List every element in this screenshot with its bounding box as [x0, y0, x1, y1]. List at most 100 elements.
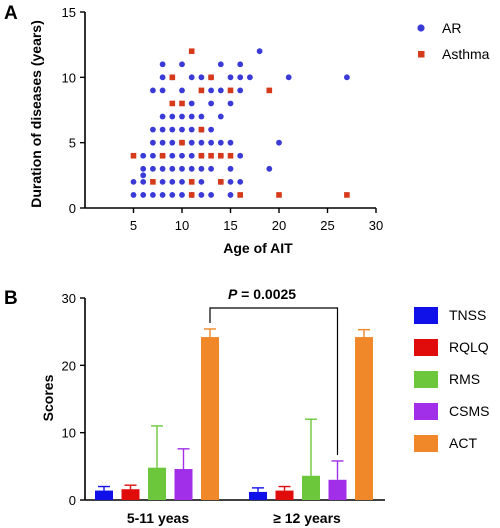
scatter-point-ar — [150, 152, 156, 159]
scatter-point-ar — [208, 126, 215, 133]
panel-b-y-tick-label: 20 — [62, 358, 76, 373]
scatter-point-ar — [227, 139, 234, 146]
scatter-point-ar — [227, 74, 234, 81]
panel-a-ticks: 5 10 15 20 25 30 0 5 10 15 — [62, 5, 384, 233]
panel-b-y-tick-label: 0 — [69, 493, 76, 508]
bar-rms — [302, 475, 320, 500]
panel-b-ticks: 0 10 20 30 — [62, 291, 85, 508]
scatter-point-ar — [227, 178, 234, 185]
legend-swatch-act — [414, 435, 438, 452]
legend-item-asthma: Asthma — [418, 46, 490, 62]
scatter-point-ar — [150, 139, 156, 146]
scatter-point-asthma — [198, 87, 205, 94]
panel-b-legend: TNSS RQLQ RMS CSMS ACT — [414, 307, 489, 452]
scatter-point-ar — [179, 152, 185, 159]
scatter-point-ar — [179, 165, 185, 172]
legend-item-rms: RMS — [414, 371, 480, 388]
scatter-point-asthma — [188, 192, 195, 198]
scatter-point-asthma — [159, 152, 166, 159]
scatter-point-ar — [159, 113, 166, 120]
panel-a-x-tick-label: 5 — [130, 218, 137, 233]
bar-tnss — [249, 491, 267, 500]
scatter-point-ar — [169, 178, 176, 185]
scatter-point-asthma — [208, 152, 214, 159]
p-value-text: = 0.0025 — [237, 286, 296, 302]
scatter-point-ar — [237, 74, 244, 81]
scatter-point-ar — [140, 165, 147, 172]
bar-rqlq — [275, 490, 294, 500]
scatter-point-ar — [217, 139, 224, 146]
scatter-point-asthma — [237, 192, 243, 198]
scatter-point-ar — [169, 165, 176, 172]
scatter-point-ar — [169, 152, 176, 159]
bar-csms — [174, 469, 193, 500]
scatter-point-ar — [140, 178, 147, 185]
p-value-label: P = 0.0025 — [228, 286, 296, 302]
scatter-point-ar — [208, 165, 215, 172]
significance-bracket-line — [209, 307, 339, 455]
scatter-point-asthma — [188, 48, 195, 54]
scatter-point-ar — [188, 100, 195, 107]
scatter-point-ar — [130, 178, 137, 185]
scatter-point-ar — [169, 126, 176, 133]
panel-b-y-tick-label: 30 — [62, 291, 76, 306]
panel-a-y-tick-label: 5 — [69, 136, 76, 151]
scatter-point-ar — [150, 165, 156, 172]
panel-a-y-axis-title: Duration of diseases (years) — [28, 20, 44, 208]
bar-csms — [328, 479, 347, 500]
scatter-point-ar — [159, 192, 166, 198]
legend-label-act: ACT — [449, 435, 477, 451]
panel-b-significance-bracket — [209, 307, 339, 455]
scatter-point-ar — [217, 113, 224, 120]
panel-b-category-label-1: ≥ 12 years — [273, 510, 341, 526]
panel-a-x-axis-title: Age of AIT — [223, 240, 293, 256]
scatter-point-asthma — [130, 152, 137, 159]
scatter-point-ar — [198, 113, 205, 120]
scatter-point-ar — [159, 87, 166, 94]
scatter-point-ar — [237, 61, 244, 68]
panel-b-y-axis-title: Scores — [40, 374, 56, 421]
panel-a-axes — [84, 12, 376, 209]
scatter-point-ar — [179, 87, 185, 94]
legend-item-ar: AR — [417, 20, 461, 36]
scatter-point-ar — [227, 192, 234, 198]
panel-a-y-tick-label: 0 — [69, 201, 76, 216]
legend-swatch-tnss — [414, 307, 438, 324]
scatter-point-ar — [159, 139, 166, 146]
scatter-point-ar — [179, 178, 185, 185]
bar-rms — [148, 467, 166, 500]
scatter-point-ar — [227, 165, 234, 172]
scatter-point-ar — [159, 61, 166, 68]
scatter-point-ar — [208, 87, 215, 94]
panel-a-label: A — [4, 3, 18, 24]
scatter-point-ar — [188, 74, 195, 81]
bar-tnss — [95, 490, 113, 500]
scatter-point-asthma — [179, 139, 185, 146]
scatter-point-ar — [140, 192, 147, 198]
legend-item-act: ACT — [414, 435, 477, 452]
legend-label-ar: AR — [442, 20, 461, 36]
scatter-point-ar — [237, 178, 244, 185]
legend-item-rqlq: RQLQ — [414, 339, 489, 356]
legend-label-csms: CSMS — [449, 403, 489, 419]
panel-a-legend: AR Asthma — [417, 20, 490, 62]
scatter-point-ar — [276, 139, 282, 146]
scatter-point-ar — [179, 61, 185, 68]
panel-a-x-tick-label: 30 — [369, 218, 383, 233]
legend-swatch-csms — [414, 403, 438, 420]
scatter-point-ar — [188, 165, 195, 172]
legend-label-tnss: TNSS — [449, 307, 486, 323]
scatter-point-ar — [188, 139, 195, 146]
scatter-point-ar — [198, 192, 205, 198]
legend-label-rms: RMS — [449, 371, 480, 387]
scatter-point-asthma — [169, 100, 176, 107]
scatter-point-asthma — [179, 100, 185, 107]
scatter-point-asthma — [218, 152, 224, 159]
scatter-point-asthma — [266, 87, 273, 94]
panel-a-x-tick-label: 20 — [272, 218, 286, 233]
scatter-point-ar — [150, 87, 156, 94]
legend-item-tnss: TNSS — [414, 307, 486, 324]
panel-a-points — [130, 48, 350, 198]
panel-b-bars — [95, 328, 373, 500]
scatter-point-ar — [227, 100, 234, 107]
